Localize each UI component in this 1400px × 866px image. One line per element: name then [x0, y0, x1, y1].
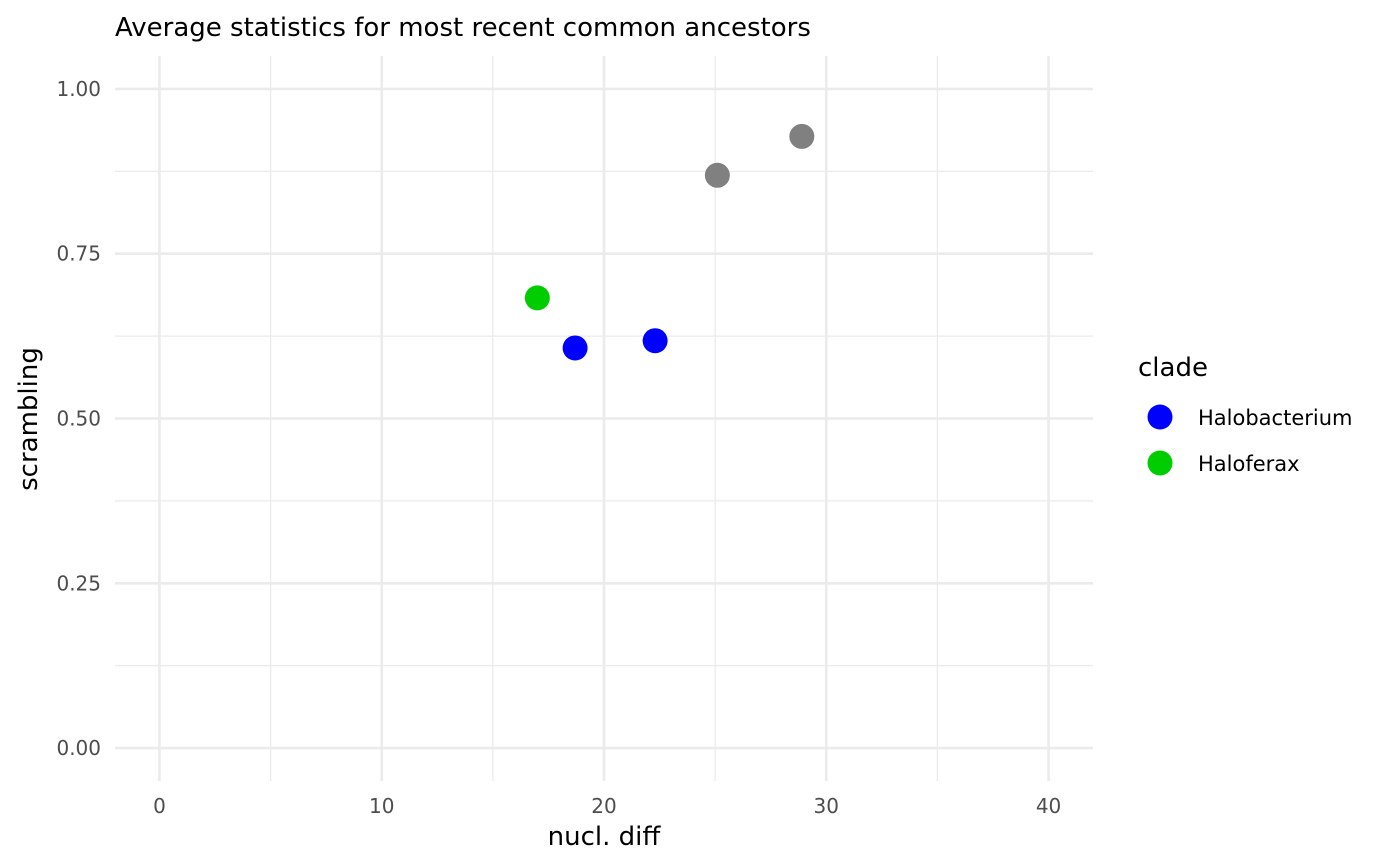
data-point: [642, 328, 668, 354]
x-axis-title: nucl. diff: [548, 822, 662, 852]
legend-title: clade: [1138, 353, 1208, 383]
data-points: [524, 123, 815, 361]
x-axis-ticks: 0 10 20 30 40: [153, 794, 1061, 818]
data-point: [562, 335, 588, 361]
x-tick-label: 30: [814, 794, 839, 818]
chart-title: Average statistics for most recent commo…: [115, 13, 811, 43]
legend-key: [1147, 404, 1173, 430]
legend-label: Haloferax: [1198, 452, 1300, 476]
y-tick-label: 0.25: [56, 571, 101, 595]
y-axis-title: scrambling: [14, 347, 44, 491]
data-point: [704, 162, 730, 188]
legend: clade Halobacterium Haloferax: [1138, 353, 1352, 476]
data-point: [789, 123, 815, 149]
x-tick-label: 10: [369, 794, 394, 818]
legend-entries: Halobacterium Haloferax: [1147, 404, 1352, 476]
data-point: [524, 285, 550, 311]
grid: [115, 56, 1093, 781]
y-tick-label: 1.00: [56, 77, 101, 101]
y-axis-ticks: 0.00 0.25 0.50 0.75 1.00: [56, 77, 101, 760]
y-tick-label: 0.50: [56, 407, 101, 431]
x-tick-label: 0: [153, 794, 166, 818]
y-tick-label: 0.75: [56, 242, 101, 266]
x-tick-label: 20: [591, 794, 616, 818]
x-tick-label: 40: [1036, 794, 1061, 818]
y-tick-label: 0.00: [56, 736, 101, 760]
legend-label: Halobacterium: [1198, 406, 1352, 430]
legend-key: [1147, 450, 1173, 476]
